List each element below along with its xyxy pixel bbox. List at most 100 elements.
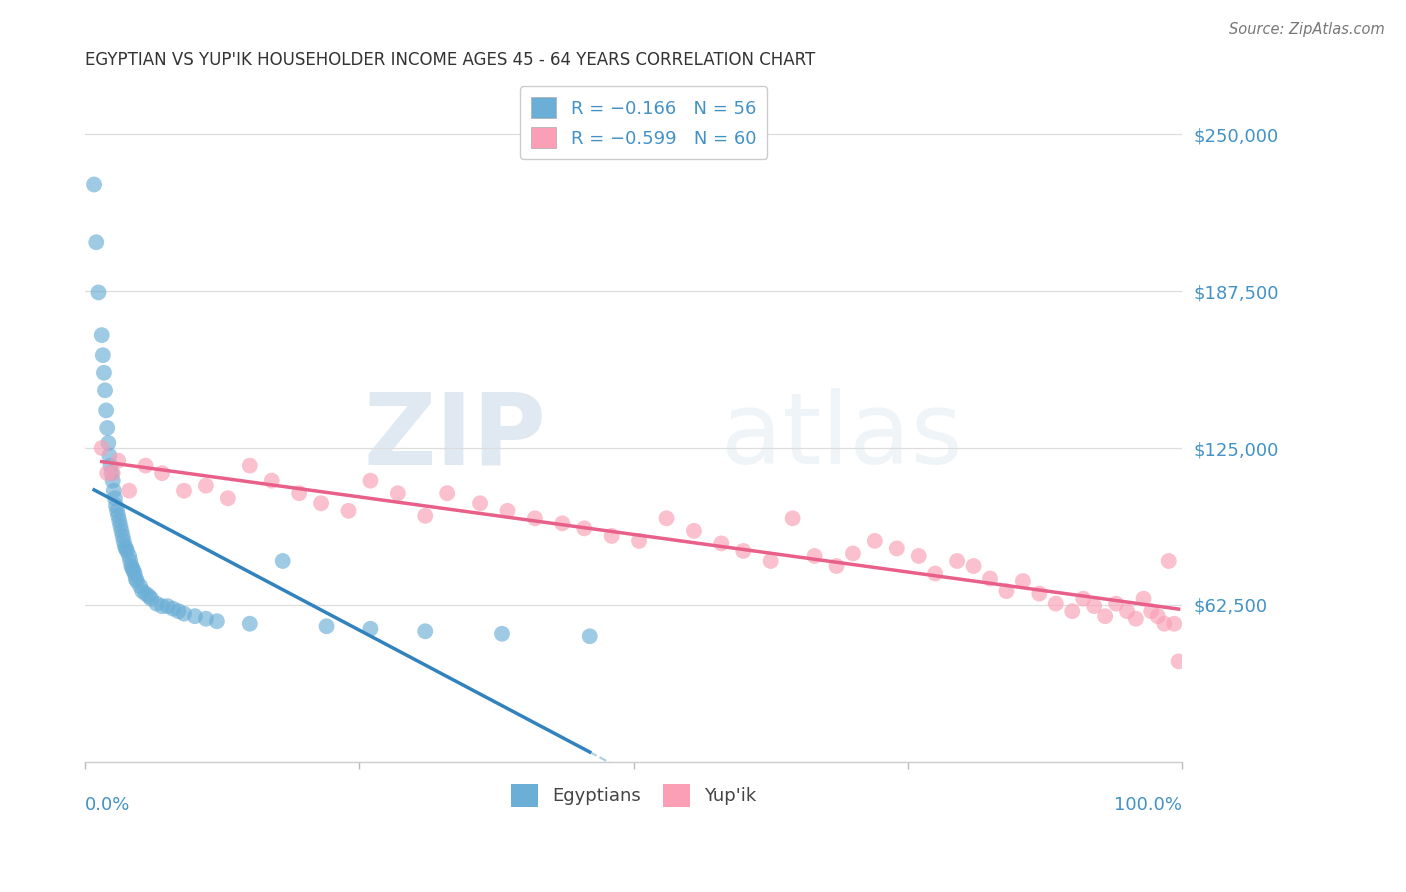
Point xyxy=(1167,654,1189,668)
Point xyxy=(337,504,360,518)
Point xyxy=(111,529,134,543)
Point xyxy=(135,586,157,600)
Point xyxy=(600,529,623,543)
Point xyxy=(94,403,117,417)
Point xyxy=(120,559,142,574)
Point xyxy=(979,572,1001,586)
Text: ZIP: ZIP xyxy=(363,388,546,485)
Point xyxy=(825,559,848,574)
Point xyxy=(100,466,122,480)
Point xyxy=(655,511,678,525)
Point xyxy=(436,486,458,500)
Point xyxy=(150,466,173,480)
Point xyxy=(84,235,107,250)
Point xyxy=(217,491,239,506)
Point xyxy=(96,466,118,480)
Point xyxy=(628,533,651,548)
Point xyxy=(110,524,132,538)
Text: Source: ZipAtlas.com: Source: ZipAtlas.com xyxy=(1229,22,1385,37)
Point xyxy=(359,474,381,488)
Point xyxy=(139,591,162,606)
Point xyxy=(491,627,513,641)
Point xyxy=(167,604,190,618)
Point xyxy=(135,458,157,473)
Point xyxy=(962,559,984,574)
Point xyxy=(1094,609,1116,624)
Point xyxy=(173,607,195,621)
Legend: Egyptians, Yup'ik: Egyptians, Yup'ik xyxy=(503,777,763,814)
Point xyxy=(1132,591,1154,606)
Point xyxy=(94,384,117,398)
Point xyxy=(120,554,142,568)
Point xyxy=(387,486,409,500)
Text: 100.0%: 100.0% xyxy=(1114,796,1182,814)
Point xyxy=(907,549,929,563)
Point xyxy=(138,589,160,603)
Point xyxy=(413,624,436,639)
Point xyxy=(101,474,124,488)
Point xyxy=(842,546,865,560)
Point xyxy=(115,541,138,556)
Point xyxy=(995,584,1018,599)
Point xyxy=(288,486,311,500)
Point xyxy=(1105,597,1128,611)
Text: EGYPTIAN VS YUP'IK HOUSEHOLDER INCOME AGES 45 - 64 YEARS CORRELATION CHART: EGYPTIAN VS YUP'IK HOUSEHOLDER INCOME AG… xyxy=(86,51,815,69)
Point xyxy=(122,564,145,578)
Point xyxy=(468,496,491,510)
Point xyxy=(1140,604,1163,618)
Point xyxy=(125,574,148,588)
Point xyxy=(683,524,706,538)
Point xyxy=(260,474,283,488)
Point xyxy=(107,508,129,523)
Point xyxy=(105,504,128,518)
Point xyxy=(759,554,782,568)
Point xyxy=(1071,591,1094,606)
Point xyxy=(90,328,112,343)
Point xyxy=(574,521,596,535)
Point xyxy=(145,597,167,611)
Point xyxy=(112,533,135,548)
Point xyxy=(1153,616,1175,631)
Point xyxy=(733,544,755,558)
Point xyxy=(863,533,886,548)
Point xyxy=(496,504,519,518)
Point xyxy=(125,572,148,586)
Point xyxy=(131,584,153,599)
Point xyxy=(98,449,121,463)
Point xyxy=(100,458,122,473)
Point xyxy=(156,599,179,614)
Point xyxy=(184,609,207,624)
Point xyxy=(104,491,127,506)
Point xyxy=(108,514,131,528)
Point xyxy=(1028,586,1050,600)
Point xyxy=(105,499,128,513)
Point xyxy=(359,622,381,636)
Point xyxy=(710,536,733,550)
Point xyxy=(782,511,804,525)
Point xyxy=(114,539,136,553)
Point xyxy=(118,549,141,563)
Point xyxy=(118,483,141,498)
Point xyxy=(239,458,262,473)
Point xyxy=(90,441,112,455)
Point xyxy=(413,508,436,523)
Point xyxy=(205,614,228,628)
Point xyxy=(129,579,152,593)
Point xyxy=(886,541,908,556)
Point xyxy=(103,483,125,498)
Point xyxy=(110,519,132,533)
Point xyxy=(83,178,105,192)
Point xyxy=(946,554,969,568)
Point xyxy=(578,629,600,643)
Point xyxy=(93,366,115,380)
Text: atlas: atlas xyxy=(721,388,963,485)
Point xyxy=(1116,604,1139,618)
Point xyxy=(115,544,138,558)
Point xyxy=(309,496,332,510)
Point xyxy=(101,466,124,480)
Point xyxy=(1146,609,1168,624)
Point xyxy=(1083,599,1105,614)
Point xyxy=(1157,554,1180,568)
Point xyxy=(1062,604,1084,618)
Point xyxy=(162,601,184,615)
